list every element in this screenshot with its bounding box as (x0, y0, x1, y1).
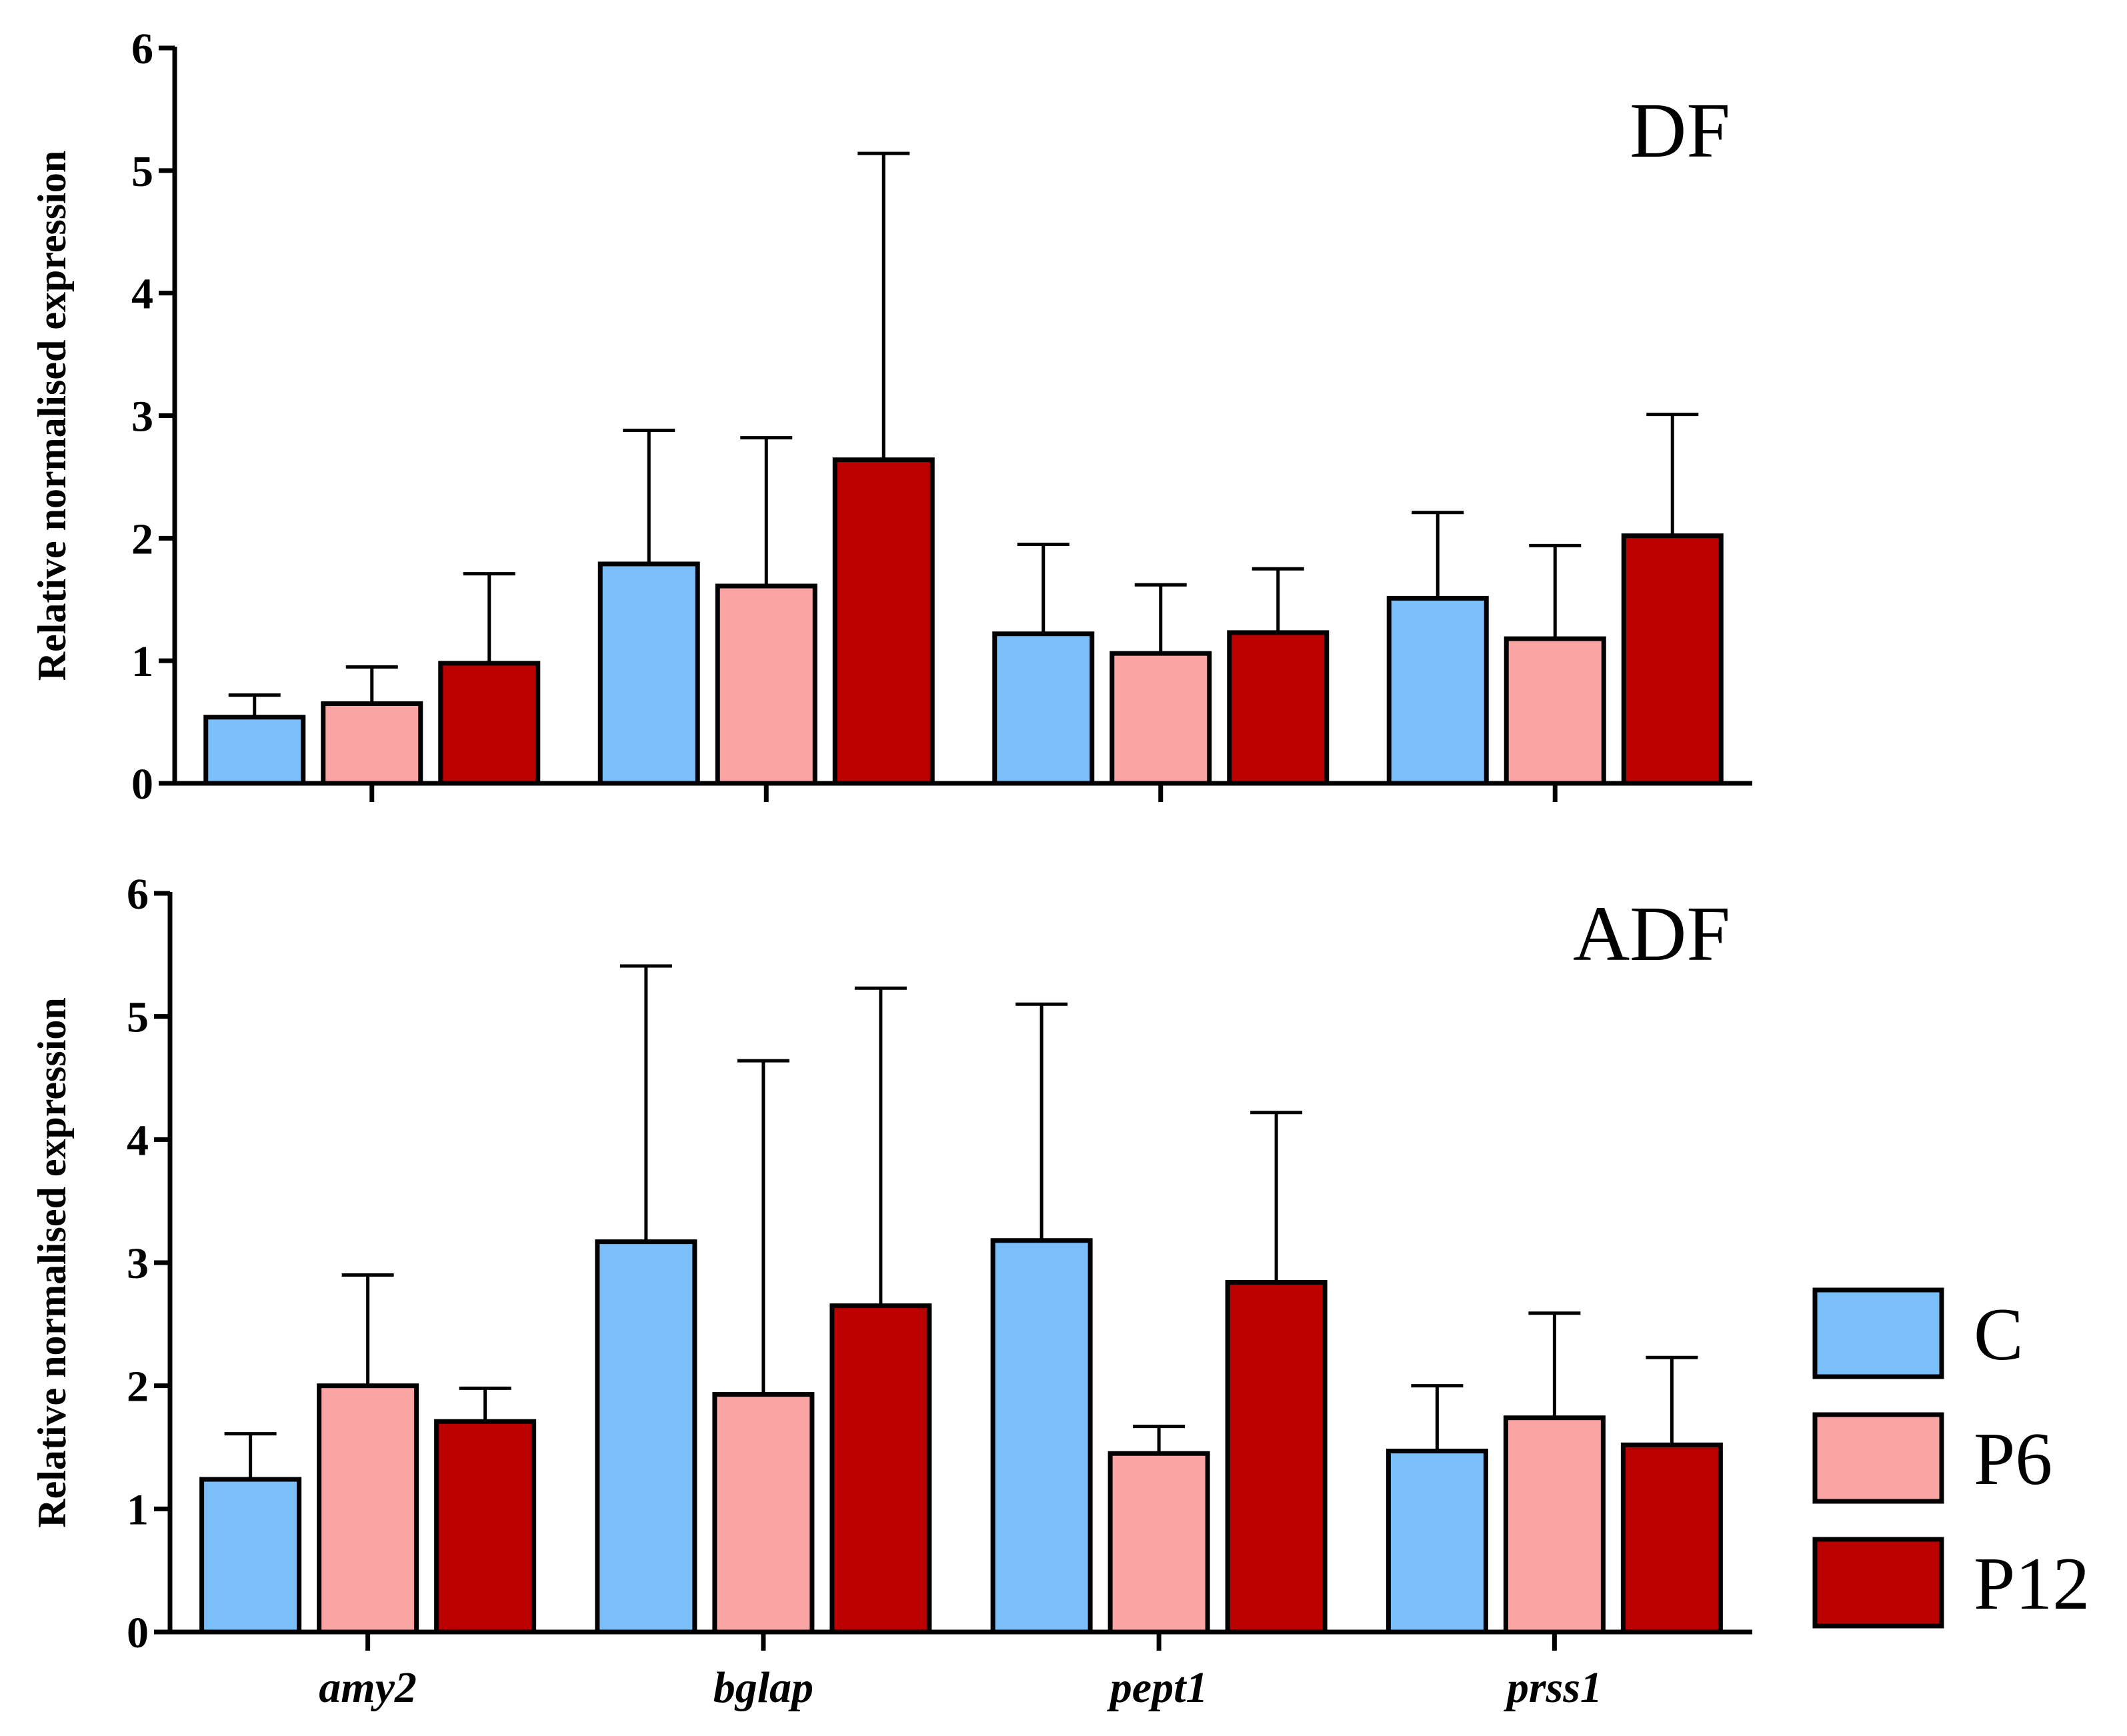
chart-adf: 0 1 2 3 4 5 6 Relative normalised expression ADF… (30, 870, 1752, 1712)
bar-prss1-p12 (1621, 533, 1724, 786)
bar-pept1-c (992, 631, 1095, 786)
bar-bglap-p6 (712, 1392, 815, 1635)
y-tick-label: 2 (131, 515, 153, 563)
bar-pept1-p12 (1227, 630, 1330, 786)
y-tick-label: 5 (131, 147, 153, 196)
bar-pept1-p6 (1108, 1451, 1210, 1635)
bar-pept1-c (990, 1238, 1093, 1635)
legend-label-p12: P12 (1974, 1543, 2090, 1625)
y-tick-label: 6 (131, 25, 153, 73)
bar-bglap-p12 (829, 1303, 932, 1635)
chart-df: 0 1 2 3 4 5 6 Relative normalised expression DF (30, 25, 1752, 809)
y-tick-label: 4 (127, 1116, 149, 1165)
bar-amy2-p12 (438, 661, 541, 786)
bar-amy2-c (203, 715, 306, 786)
panel-title: ADF (1573, 890, 1730, 977)
bar-prss1-p6 (1504, 636, 1606, 786)
bar-bglap-p12 (832, 457, 935, 786)
legend-label-p6: P6 (1974, 1418, 2052, 1501)
y-tick-label: 5 (127, 993, 149, 1042)
bar-amy2-c (199, 1477, 302, 1635)
y-tick-label: 3 (127, 1239, 149, 1288)
legend-swatch-p6 (1812, 1412, 1944, 1504)
legend-swatch-c (1812, 1287, 1944, 1379)
bar-pept1-p12 (1225, 1280, 1328, 1635)
y-tick-label: 1 (127, 1485, 149, 1534)
y-axis-label: Relative normalised expression (30, 997, 74, 1528)
bar-pept1-p6 (1110, 651, 1212, 786)
x-tick-label-amy2: amy2 (319, 1663, 417, 1712)
legend: C P6 P12 (1812, 1287, 2090, 1629)
y-axis-label: Relative normalised expression (30, 151, 74, 681)
bar-amy2-p6 (321, 701, 423, 786)
y-tick-label: 3 (131, 393, 153, 441)
y-tick-label: 6 (127, 870, 149, 919)
bar-bglap-p6 (715, 583, 817, 786)
y-tick-label: 0 (131, 760, 153, 809)
y-tick-label: 1 (131, 637, 153, 686)
bar-prss1-c (1386, 595, 1489, 786)
panel-title: DF (1630, 87, 1730, 174)
legend-swatch-p12 (1812, 1537, 1944, 1629)
x-tick-label-bglap: bglap (713, 1663, 813, 1712)
legend-label-c: C (1974, 1293, 2024, 1376)
y-tick-label: 4 (131, 270, 153, 319)
y-tick-label: 2 (127, 1363, 149, 1411)
bar-prss1-c (1386, 1449, 1488, 1635)
x-tick-label-pept1: pept1 (1107, 1663, 1208, 1712)
x-tick-label-prss1: prss1 (1504, 1663, 1602, 1712)
bar-bglap-c (595, 1239, 697, 1635)
bar-prss1-p6 (1503, 1415, 1606, 1635)
bar-prss1-p12 (1620, 1442, 1723, 1635)
bar-amy2-p12 (434, 1419, 537, 1635)
bar-bglap-c (597, 561, 700, 786)
y-tick-label: 0 (127, 1609, 149, 1657)
bar-amy2-p6 (317, 1383, 419, 1635)
